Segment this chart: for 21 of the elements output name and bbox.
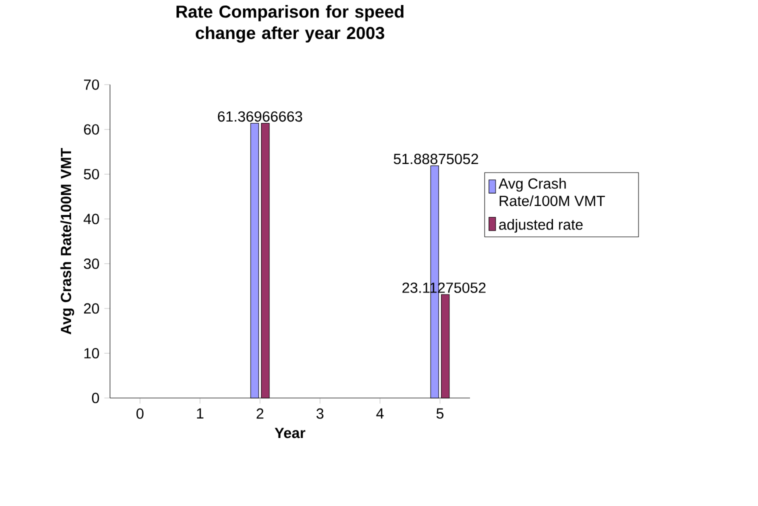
legend-label: adjusted rate <box>499 219 583 233</box>
x-tick-label: 1 <box>197 408 204 418</box>
y-tick-label: 20 <box>84 303 100 314</box>
chart-title: Rate Comparison for speed change after year 2003 <box>176 5 404 43</box>
y-tick-label: 60 <box>84 124 100 135</box>
x-tick-label: 5 <box>436 408 444 419</box>
data-label: 51.88875052 <box>394 154 478 164</box>
data-label: 61.36966663 <box>218 111 302 122</box>
legend-label: Avg Crash Rate/100M VMT <box>498 178 605 206</box>
y-axis-title: Avg Crash Rate/100M VMT <box>60 148 74 334</box>
x-tick-label: 3 <box>316 408 324 419</box>
y-tick-label: 10 <box>84 348 100 358</box>
y-tick-label: 0 <box>92 392 100 404</box>
y-tick-label: 30 <box>84 258 100 269</box>
y-tick-label: 40 <box>84 214 100 224</box>
y-tick-label: 50 <box>84 169 100 180</box>
x-tick-label: 0 <box>136 408 144 419</box>
y-tick-label: 70 <box>84 79 100 90</box>
x-tick-label: 2 <box>256 408 264 419</box>
x-tick-label: 4 <box>376 408 384 418</box>
x-axis-title: Year <box>274 428 306 438</box>
